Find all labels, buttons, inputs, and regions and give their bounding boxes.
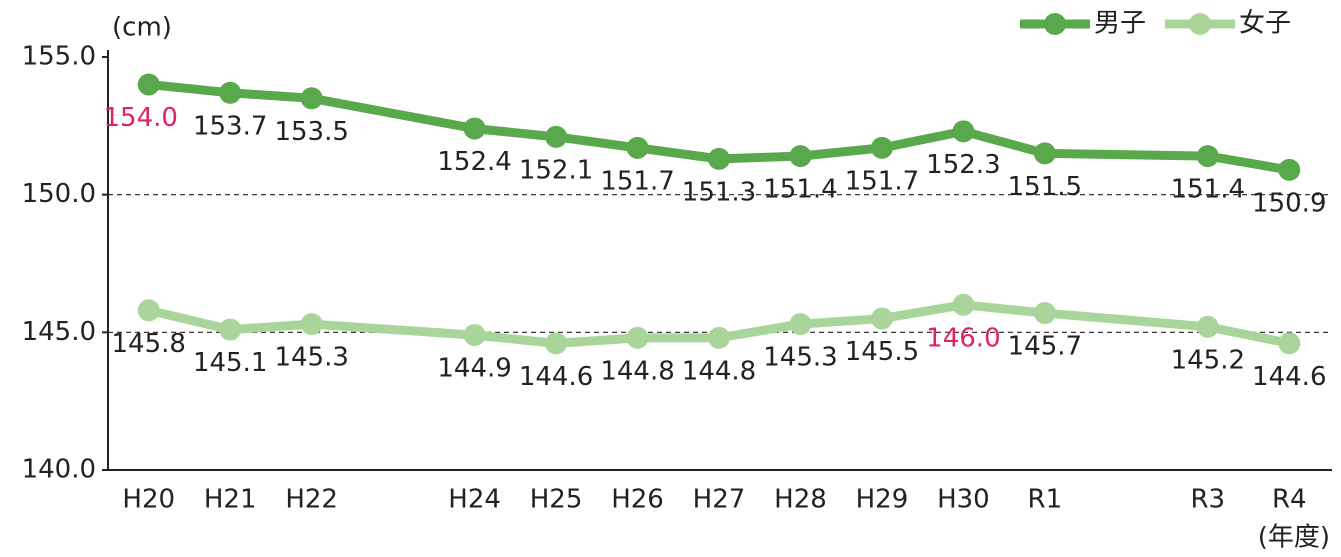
data-label: 151.3 <box>682 177 756 207</box>
data-label: 151.7 <box>845 166 919 196</box>
data-point <box>952 293 975 316</box>
y-unit: (cm) <box>112 13 172 43</box>
x-tick-label: H26 <box>611 485 664 515</box>
data-point <box>789 145 812 168</box>
x-tick-label: H20 <box>122 485 175 515</box>
data-label: 144.9 <box>437 354 511 384</box>
data-point <box>952 120 975 143</box>
data-label: 154.0 <box>104 103 178 133</box>
x-tick-label: R3 <box>1190 485 1225 515</box>
data-point <box>708 326 730 349</box>
data-label: 151.5 <box>1008 172 1082 202</box>
data-point <box>463 324 486 347</box>
data-point <box>1196 145 1219 168</box>
x-tick-label: H21 <box>204 485 257 515</box>
data-label: 145.7 <box>1008 332 1082 362</box>
legend-marker <box>1044 13 1066 35</box>
data-point <box>1033 302 1056 325</box>
data-point <box>626 136 649 159</box>
x-tick-label: H27 <box>693 485 746 515</box>
x-tick-label: H25 <box>530 485 583 515</box>
data-label: 144.6 <box>1252 362 1326 392</box>
data-point <box>708 147 730 170</box>
legend-marker <box>1189 13 1211 35</box>
data-point <box>1278 332 1301 355</box>
y-tick-label: 145.0 <box>22 317 96 347</box>
data-point <box>870 307 893 330</box>
data-point <box>219 81 242 104</box>
data-label: 144.8 <box>600 356 674 386</box>
x-unit: (年度) <box>1258 523 1330 553</box>
x-tick-label: H24 <box>448 485 501 515</box>
x-tick-label: H29 <box>856 485 909 515</box>
data-label: 146.0 <box>926 323 1000 353</box>
data-point <box>300 313 323 336</box>
x-tick-label: R4 <box>1272 485 1307 515</box>
data-label: 151.7 <box>600 166 674 196</box>
y-tick-label: 150.0 <box>22 179 96 209</box>
data-point <box>300 87 323 110</box>
data-label: 144.8 <box>682 356 756 386</box>
data-label: 152.1 <box>519 155 593 185</box>
data-label: 145.3 <box>763 343 837 373</box>
x-tick-label: H28 <box>774 485 827 515</box>
data-label: 144.6 <box>519 362 593 392</box>
data-point <box>1033 142 1056 165</box>
data-label: 145.5 <box>845 337 919 367</box>
data-label: 153.7 <box>193 111 267 141</box>
data-point <box>137 299 160 322</box>
data-label: 151.4 <box>1171 175 1245 205</box>
data-point <box>789 313 812 336</box>
x-tick-label: R1 <box>1028 485 1063 515</box>
data-label: 152.3 <box>926 150 1000 180</box>
data-label: 145.2 <box>1171 345 1245 375</box>
data-label: 145.3 <box>274 343 348 373</box>
legend-label: 男子 <box>1094 9 1146 39</box>
data-point <box>1278 158 1301 181</box>
data-point <box>1196 315 1219 338</box>
data-point <box>545 332 568 355</box>
data-point <box>870 136 893 159</box>
data-point <box>545 125 568 148</box>
legend-label: 女子 <box>1239 9 1291 39</box>
data-label: 151.4 <box>763 175 837 205</box>
data-point <box>137 73 160 96</box>
data-label: 145.1 <box>193 348 267 378</box>
data-label: 150.9 <box>1252 188 1326 218</box>
data-label: 145.8 <box>112 329 186 359</box>
data-label: 152.4 <box>437 147 511 177</box>
x-tick-label: H30 <box>937 485 990 515</box>
data-label: 153.5 <box>274 117 348 147</box>
data-point <box>219 318 242 341</box>
x-tick-label: H22 <box>285 485 338 515</box>
y-tick-label: 140.0 <box>22 455 96 485</box>
y-tick-label: 155.0 <box>22 42 96 72</box>
data-point <box>626 326 649 349</box>
data-point <box>463 117 486 140</box>
